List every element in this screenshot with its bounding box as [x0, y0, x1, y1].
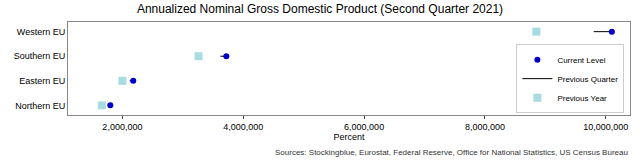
svg-text:Southern EU: Southern EU: [14, 51, 66, 61]
svg-text:Eastern EU: Eastern EU: [19, 76, 65, 86]
svg-text:2,000,000: 2,000,000: [102, 122, 142, 132]
svg-text:Previous Year: Previous Year: [557, 94, 607, 103]
svg-text:Northern EU: Northern EU: [15, 101, 65, 111]
svg-text:Previous Quarter: Previous Quarter: [557, 75, 618, 84]
svg-text:6,000,000: 6,000,000: [344, 122, 384, 132]
svg-text:Current Level: Current Level: [557, 56, 605, 65]
svg-text:10,000,000: 10,000,000: [583, 122, 628, 132]
svg-text:Annualized Nominal Gross Domes: Annualized Nominal Gross Domestic Produc…: [137, 2, 503, 16]
svg-text:Percent: Percent: [333, 132, 365, 142]
svg-text:Sources: Stockingblue, Eurosta: Sources: Stockingblue, Eurostat, Federal…: [275, 148, 628, 157]
svg-text:8,000,000: 8,000,000: [465, 122, 505, 132]
svg-text:4,000,000: 4,000,000: [223, 122, 263, 132]
svg-text:Western EU: Western EU: [17, 27, 65, 37]
